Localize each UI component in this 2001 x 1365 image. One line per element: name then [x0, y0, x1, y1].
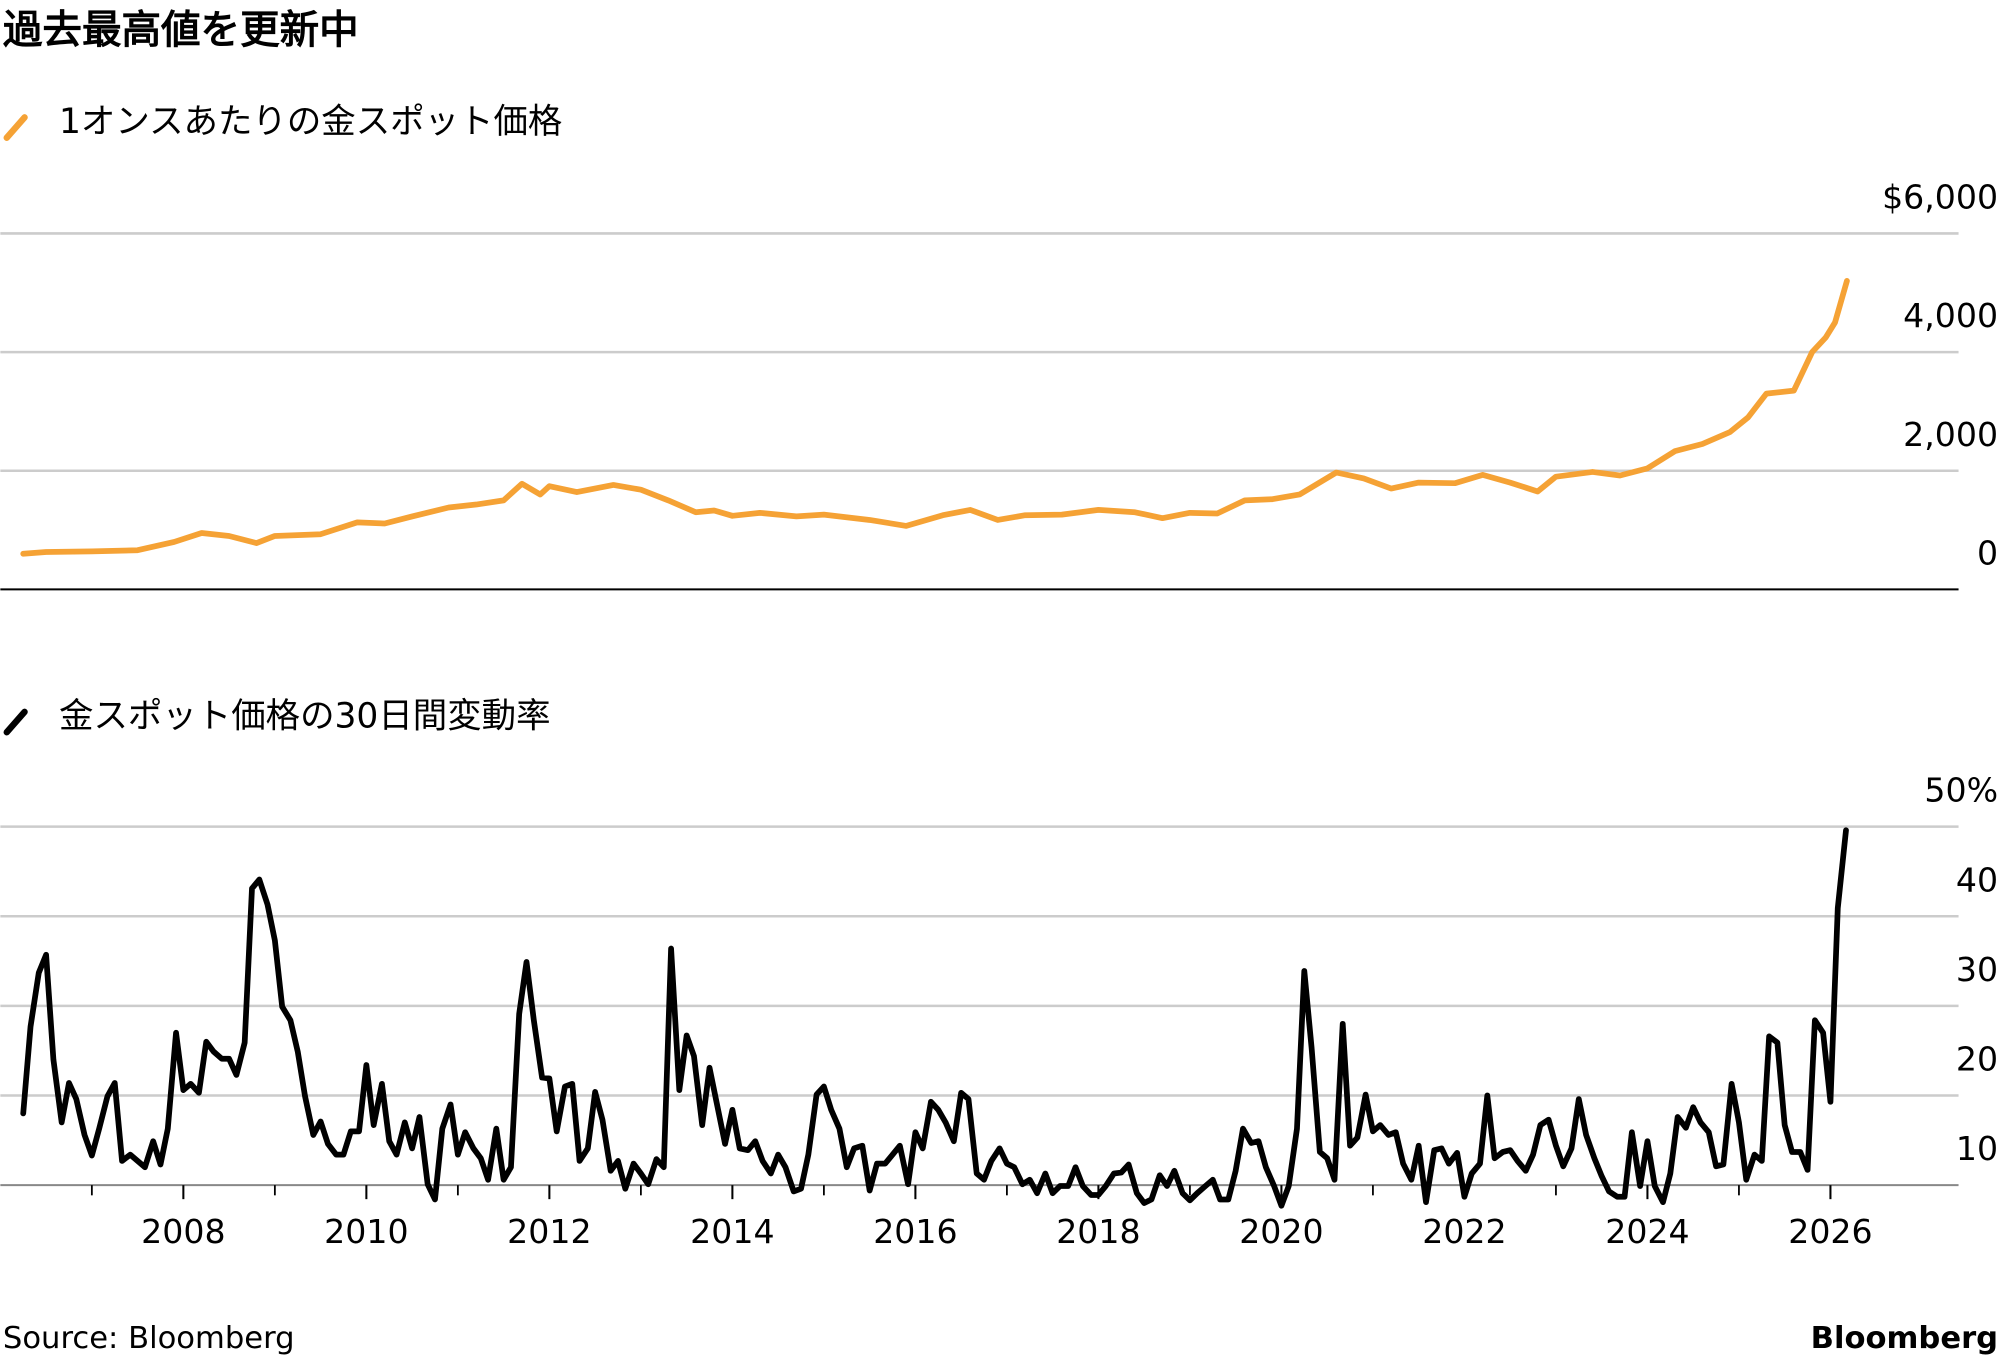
y-tick-label: 2,000 [1903, 415, 1998, 454]
x-tick-label: 2012 [507, 1212, 591, 1251]
x-tick-label: 2010 [324, 1212, 408, 1251]
y-tick-label: 50% [1924, 771, 1998, 810]
y-tick-label: 40 [1956, 860, 1998, 899]
y-tick-label: 20 [1956, 1040, 1998, 1079]
x-tick-label: 2022 [1422, 1212, 1506, 1251]
legend-swatch [3, 708, 28, 736]
y-tick-label: 4,000 [1903, 296, 1998, 335]
y-tick-label: $6,000 [1882, 178, 1998, 217]
x-tick-label: 2014 [690, 1212, 774, 1251]
brand: Bloomberg [1811, 1321, 1998, 1356]
x-tick-label: 2016 [873, 1212, 957, 1251]
chart-title: 過去最高値を更新中 [3, 8, 359, 54]
line [20, 278, 1850, 557]
y-tick-label: 0 [1977, 533, 1998, 572]
legend-swatch [3, 114, 28, 141]
line [20, 827, 1849, 1209]
y-tick-label: 30 [1956, 950, 1998, 989]
y-tick-label: 10 [1956, 1129, 1998, 1168]
x-tick-label: 2026 [1788, 1212, 1872, 1251]
legend-label: 1オンスあたりの金スポット価格 [59, 102, 562, 142]
source: Source: Bloomberg [3, 1321, 295, 1356]
x-tick-label: 2020 [1239, 1212, 1323, 1251]
legend-label: 金スポット価格の30日間変動率 [59, 697, 551, 737]
x-tick-label: 2018 [1056, 1212, 1140, 1251]
x-tick-label: 2024 [1605, 1212, 1689, 1251]
x-tick-label: 2008 [141, 1212, 225, 1251]
